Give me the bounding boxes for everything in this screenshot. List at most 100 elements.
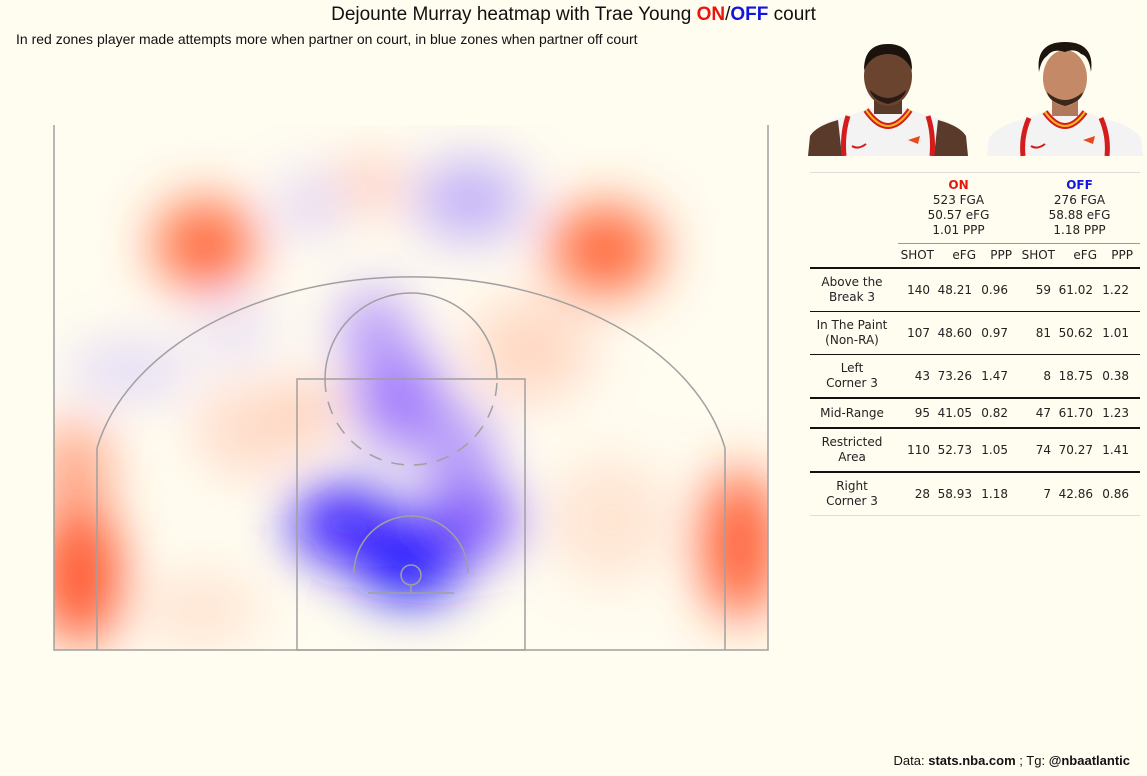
on-shot: 140 (907, 283, 930, 297)
title-suffix: court (773, 4, 816, 25)
free-throw-circle-top (324, 292, 498, 380)
court-heatmap (53, 125, 769, 651)
off-ppp: 0.38 (1102, 369, 1129, 383)
col-header-on-shot: SHOT (900, 247, 934, 262)
zone-label: In The Paint (Non-RA) (816, 318, 888, 347)
on-ppp: 0.97 (981, 326, 1008, 340)
dejounte-murray-headshot (808, 44, 968, 156)
col-header-on-efg: eFG (952, 247, 976, 262)
off-efg: 50.62 (1058, 326, 1093, 340)
off-ppp: 0.86 (1102, 487, 1129, 501)
restricted-area (353, 515, 469, 574)
table-row: Above the Break 3 140 48.21 0.96 59 61.02… (810, 269, 1140, 312)
table-row: In The Paint (Non-RA) 107 48.60 0.97 81 5… (810, 312, 1140, 355)
col-header-off-ppp: PPP (1111, 247, 1133, 262)
heat-blob-left-baseline (140, 575, 260, 645)
zone-label: Right Corner 3 (826, 479, 878, 508)
paint (296, 378, 526, 651)
court-lines (53, 125, 769, 651)
heat-blob-top-arc (415, 160, 525, 240)
summary-on-efg: 50.57 eFG (927, 208, 990, 222)
column-headers: SHOT eFG PPP SHOT eFG PPP (810, 241, 1140, 269)
footer-source: stats.nba.com (928, 753, 1016, 768)
summary-off-label: OFF (1066, 178, 1093, 192)
zone-label: Mid-Range (820, 405, 884, 420)
trae-young-headshot (987, 42, 1143, 156)
on-efg: 52.73 (937, 443, 972, 457)
off-shot: 74 (1035, 443, 1051, 457)
heat-blob-top-center (335, 160, 405, 210)
table-row: Mid-Range 95 41.05 0.82 47 61.70 1.23 (810, 399, 1140, 429)
on-efg: 58.93 (937, 487, 972, 501)
chart-subtitle: In red zones player made attempts more w… (16, 31, 638, 47)
on-column-group: SHOT eFG PPP (898, 242, 1019, 262)
off-efg: 61.70 (1058, 406, 1093, 420)
title-prefix: Dejounte Murray heatmap with Trae Young (331, 4, 692, 25)
on-efg: 48.60 (937, 326, 972, 340)
summary-on: ON 523 FGA 50.57 eFG 1.01 PPP (898, 173, 1019, 241)
col-header-off-efg: eFG (1073, 247, 1097, 262)
on-ppp: 1.18 (981, 487, 1008, 501)
off-shot: 47 (1035, 406, 1051, 420)
heat-blob-paint-upper (340, 290, 410, 370)
summary-off: OFF 276 FGA 58.88 eFG 1.18 PPP (1019, 173, 1140, 241)
on-ppp: 0.82 (981, 406, 1008, 420)
off-efg: 61.02 (1058, 283, 1093, 297)
summary-off-efg: 58.88 eFG (1048, 208, 1111, 222)
on-shot: 107 (907, 326, 930, 340)
on-shot: 95 (914, 406, 930, 420)
on-efg: 48.21 (937, 283, 972, 297)
title-on: ON (696, 4, 726, 25)
off-shot: 81 (1035, 326, 1051, 340)
heat-blob-right-elbow (470, 300, 590, 400)
summary-off-ppp: 1.18 PPP (1053, 223, 1106, 237)
off-ppp: 1.22 (1102, 283, 1129, 297)
heat-blob-mid-left (195, 300, 275, 360)
col-header-off-shot: SHOT (1021, 247, 1055, 262)
table-row: Restricted Area 110 52.73 1.05 74 70.27 1… (810, 429, 1140, 473)
footer-separator: ; Tg: (1019, 753, 1046, 768)
chart-title: Dejounte Murray heatmap with Trae Young … (0, 4, 1147, 26)
off-ppp: 1.01 (1102, 326, 1129, 340)
off-ppp: 1.23 (1102, 406, 1129, 420)
heatmap-layer (54, 160, 768, 645)
footer-data-label: Data: (893, 753, 925, 768)
heat-blob-right-low (550, 460, 670, 580)
on-efg: 73.26 (937, 369, 972, 383)
footer-handle: @nbaatlantic (1048, 753, 1130, 768)
on-ppp: 1.47 (981, 369, 1008, 383)
three-point-arc (96, 276, 726, 449)
heat-blob-paint-mid (355, 350, 445, 450)
on-shot: 43 (914, 369, 930, 383)
off-efg: 18.75 (1058, 369, 1093, 383)
summary-on-fga: 523 FGA (932, 193, 985, 207)
title-off: OFF (730, 4, 769, 25)
heat-blob-left-corner (54, 505, 120, 645)
off-shot: 7 (1043, 487, 1051, 501)
summary-header: ON 523 FGA 50.57 eFG 1.01 PPP OFF 276 FG… (810, 173, 1140, 241)
col-header-on-ppp: PPP (990, 247, 1012, 262)
stats-table: ON 523 FGA 50.57 eFG 1.01 PPP OFF 276 FG… (810, 172, 1140, 516)
heat-blob-top-left (280, 175, 340, 235)
zone-label: Restricted Area (821, 435, 883, 464)
zone-label: Left Corner 3 (826, 361, 878, 390)
off-efg: 70.27 (1058, 443, 1093, 457)
heat-blob-right-block (420, 480, 520, 560)
off-efg: 42.86 (1058, 487, 1093, 501)
heat-blob-left-mid (195, 385, 305, 475)
off-shot: 8 (1043, 369, 1051, 383)
heat-blob-right-corner (702, 470, 768, 620)
source-credit: Data: stats.nba.com ; Tg: @nbaatlantic (894, 753, 1130, 768)
summary-on-label: ON (948, 178, 969, 192)
summary-on-ppp: 1.01 PPP (932, 223, 985, 237)
on-ppp: 1.05 (981, 443, 1008, 457)
on-ppp: 0.96 (981, 283, 1008, 297)
table-row: Right Corner 3 28 58.93 1.18 7 42.86 0.86 (810, 473, 1140, 516)
heat-blob-key-top (280, 380, 340, 440)
heat-blob-right-wing (550, 205, 660, 295)
summary-off-fga: 276 FGA (1053, 193, 1106, 207)
on-shot: 28 (914, 487, 930, 501)
heat-blob-left-wing (155, 200, 255, 290)
off-ppp: 1.41 (1102, 443, 1129, 457)
off-column-group: SHOT eFG PPP (1019, 242, 1140, 262)
